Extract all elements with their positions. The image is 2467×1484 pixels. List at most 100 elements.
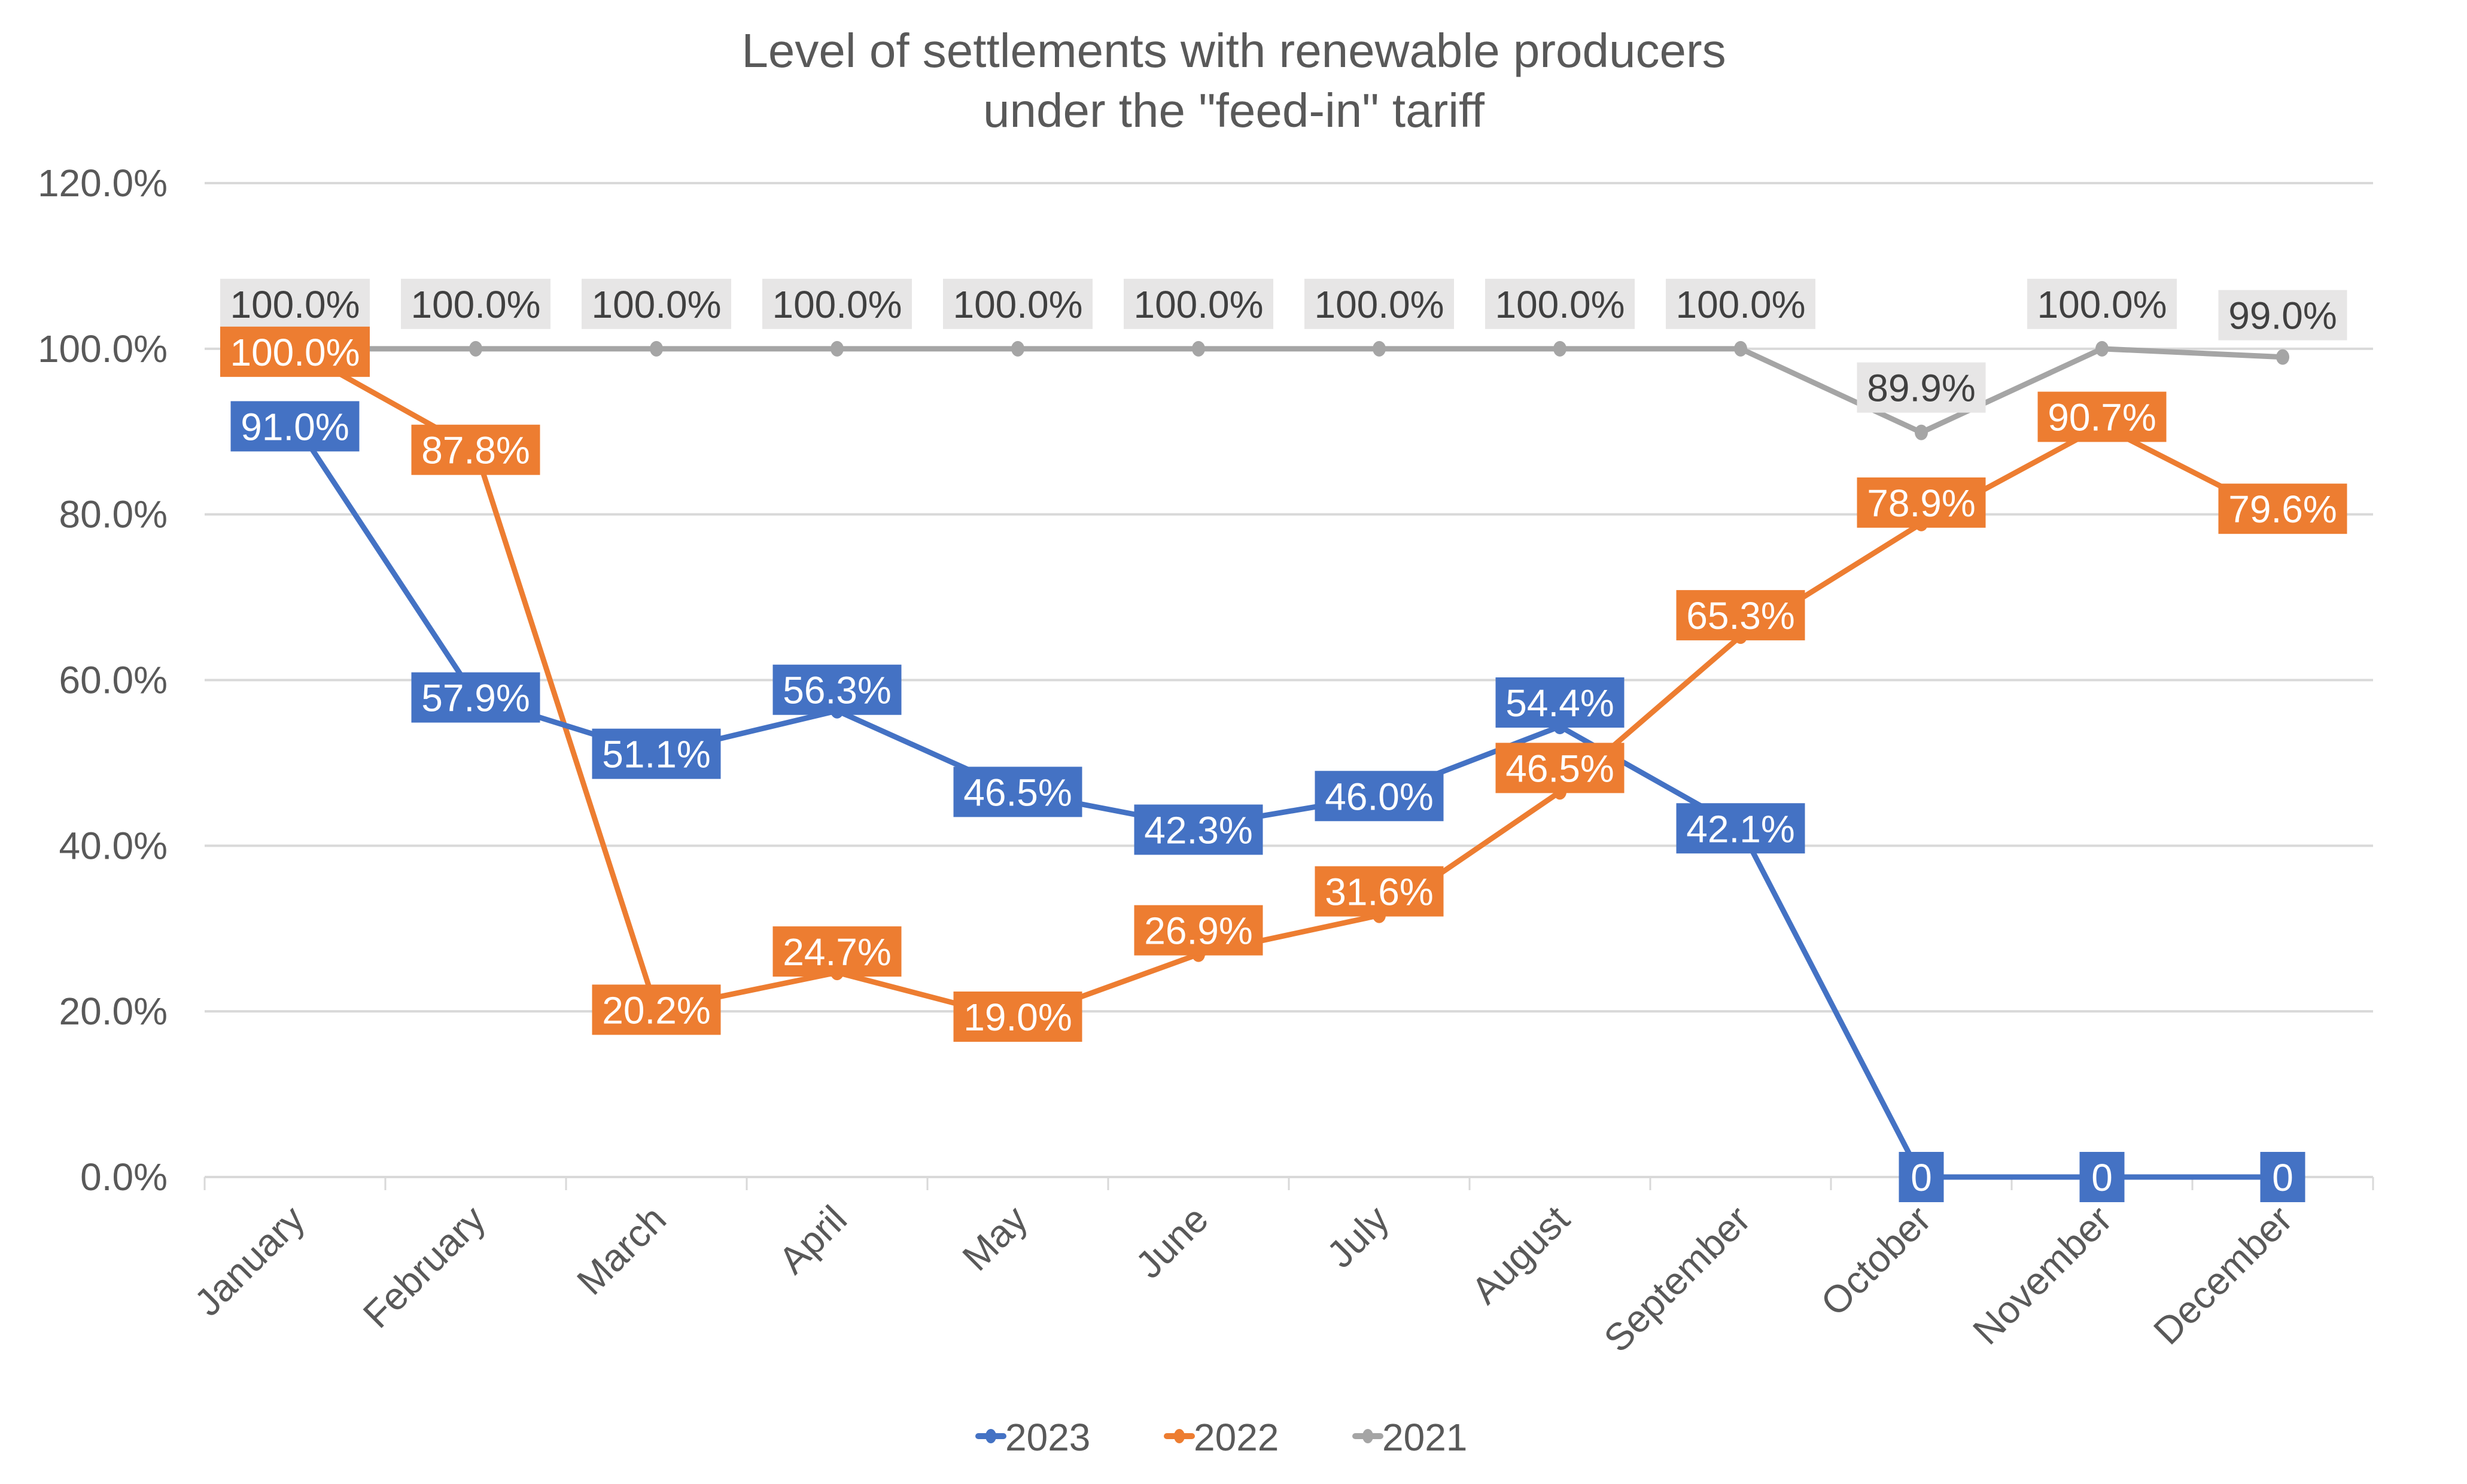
data-label-2023: 91.0%	[230, 401, 360, 452]
data-label-2023: 42.3%	[1134, 804, 1263, 855]
data-label-box	[1857, 477, 1986, 528]
data-label-box	[1485, 278, 1635, 329]
data-label-2021: 100.0%	[2027, 278, 2177, 329]
data-label-2022: 20.2%	[592, 984, 721, 1035]
data-label-box	[2260, 1152, 2305, 1202]
data-label-text: 56.3%	[783, 669, 891, 712]
data-label-box	[1495, 677, 1625, 728]
data-label-box	[1666, 278, 1815, 329]
legend: 2023 2022 2021	[975, 1416, 1467, 1459]
legend-label: 2021	[1382, 1416, 1467, 1459]
data-label-box	[2218, 290, 2347, 340]
data-label-text: 0	[2091, 1156, 2113, 1199]
data-label-box	[943, 278, 1093, 329]
data-label-box	[1857, 362, 1986, 413]
data-label-2021: 99.0%	[2218, 290, 2347, 340]
data-label-2021: 100.0%	[762, 278, 912, 329]
data-label-2023: 57.9%	[411, 672, 540, 723]
data-label-box	[411, 672, 540, 723]
series-line-2022	[293, 346, 2285, 1023]
x-tick-label: September	[1596, 1197, 1759, 1360]
data-label-box	[953, 767, 1082, 817]
data-label-2021: 100.0%	[1124, 278, 1273, 329]
data-label-text: 100.0%	[772, 283, 902, 326]
data-label-box	[2218, 483, 2347, 534]
legend-marker-icon	[985, 1429, 996, 1443]
x-tick-label: December	[2145, 1197, 2301, 1353]
chart-title: Level of settlements with renewable prod…	[741, 24, 1726, 137]
data-label-text: 100.0%	[1314, 283, 1444, 326]
legend-entry-2023[interactable]: 2023	[975, 1416, 1090, 1459]
data-label-2022: 78.9%	[1857, 477, 1986, 528]
x-tick-label: April	[770, 1197, 854, 1282]
data-label-text: 87.8%	[421, 429, 530, 472]
data-label-2023: 51.1%	[592, 728, 721, 779]
data-label-text: 46.5%	[1505, 747, 1614, 790]
data-label-2021: 100.0%	[582, 278, 731, 329]
data-label-text: 46.5%	[963, 771, 1072, 814]
chart-title-line-2: under the "feed-in" tariff	[983, 84, 1485, 137]
x-tick-label: March	[568, 1197, 674, 1303]
data-point-2021	[1734, 340, 1747, 357]
y-axis: 0.0% 20.0% 40.0% 60.0% 80.0% 100.0% 120.0%	[38, 162, 168, 1199]
y-tick-label: 60.0%	[59, 659, 168, 702]
data-label-2022: 31.6%	[1315, 866, 1444, 917]
series-line-2021	[295, 346, 2283, 436]
data-point-2021	[1011, 340, 1024, 357]
data-label-text: 89.9%	[1867, 367, 1975, 410]
data-label-box	[1495, 743, 1625, 793]
data-label-2022: 65.3%	[1676, 590, 1805, 641]
data-point-2021	[1553, 340, 1566, 357]
data-label-text: 100.0%	[230, 283, 360, 326]
data-point-2021	[2276, 349, 2289, 365]
data-point-2021	[650, 340, 663, 357]
legend-entry-2021[interactable]: 2021	[1352, 1416, 1467, 1459]
legend-marker-icon	[1362, 1429, 1373, 1443]
data-point-2021	[1373, 340, 1386, 357]
data-label-text: 24.7%	[783, 930, 891, 974]
data-label-2021: 100.0%	[1304, 278, 1454, 329]
data-label-text: 100.0%	[410, 283, 540, 326]
data-label-box	[230, 401, 360, 452]
legend-marker-icon	[1174, 1429, 1185, 1443]
data-label-box	[762, 278, 912, 329]
data-label-2021: 100.0%	[220, 278, 370, 329]
data-label-box	[220, 278, 370, 329]
data-label-text: 57.9%	[421, 677, 530, 720]
data-labels: 100.0% 100.0% 100.0% 100.0% 100.0% 100.0% 100.…	[220, 278, 2347, 1202]
data-label-box	[1124, 278, 1273, 329]
data-label-text: 100.0%	[230, 331, 360, 374]
chart-title-line-1: Level of settlements with renewable prod…	[741, 24, 1726, 77]
x-axis: January February March April May June July Augu…	[186, 1177, 2374, 1360]
data-label-text: 100.0%	[1495, 283, 1625, 326]
data-label-2022: 87.8%	[411, 424, 540, 475]
data-label-2023: 46.0%	[1315, 771, 1444, 822]
data-label-2022: 100.0%	[220, 326, 370, 377]
data-label-box	[772, 664, 902, 715]
data-label-text: 20.2%	[602, 989, 710, 1032]
data-label-text: 42.3%	[1144, 808, 1252, 852]
data-label-2023: 54.4%	[1495, 677, 1625, 728]
data-label-2022: 46.5%	[1495, 743, 1625, 793]
data-label-text: 0	[1911, 1156, 1932, 1199]
data-label-box	[592, 984, 721, 1035]
x-tick-label: January	[186, 1197, 313, 1324]
data-label-box	[1134, 804, 1263, 855]
x-tick-label: June	[1127, 1197, 1216, 1287]
data-label-2023: 46.5%	[953, 767, 1082, 817]
data-label-text: 46.0%	[1325, 775, 1433, 818]
y-tick-label: 100.0%	[38, 327, 168, 370]
data-label-text: 100.0%	[1133, 283, 1263, 326]
data-label-text: 0	[2272, 1156, 2293, 1199]
data-label-2023: 0	[2260, 1152, 2305, 1202]
legend-entry-2022[interactable]: 2022	[1164, 1416, 1279, 1459]
data-label-box	[592, 728, 721, 779]
data-label-2023: 0	[2079, 1152, 2125, 1202]
data-label-box	[411, 424, 540, 475]
data-label-text: 26.9%	[1144, 910, 1252, 953]
data-point-2021	[2095, 340, 2109, 357]
data-label-box	[1676, 803, 1805, 854]
y-tick-label: 120.0%	[38, 162, 168, 205]
x-tick-label: October	[1812, 1197, 1939, 1324]
data-label-2023: 0	[1899, 1152, 1944, 1202]
